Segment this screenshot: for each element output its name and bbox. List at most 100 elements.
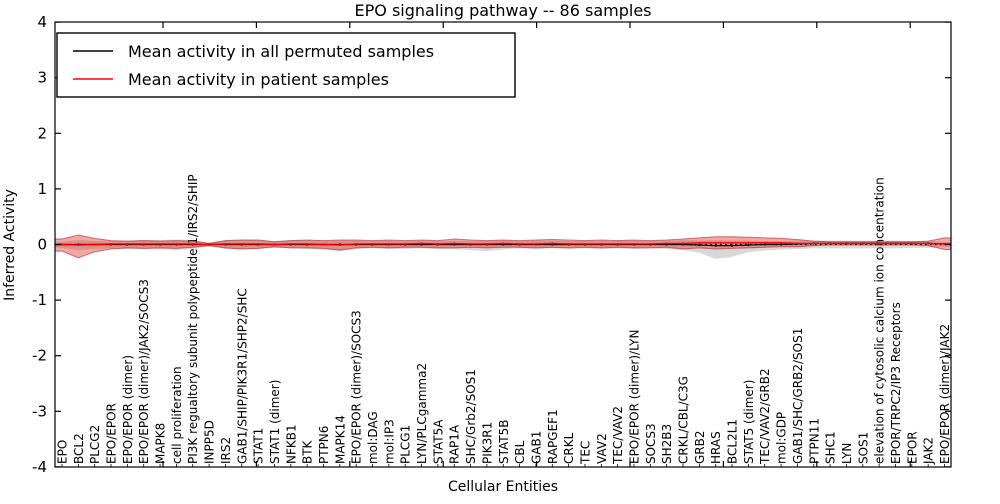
x-category-label: EPO/EPOR [105,403,119,464]
patient-point [665,242,668,245]
patient-point [322,243,325,246]
patient-point [600,242,603,245]
x-category-label: PTPN6 [317,426,331,464]
x-category-label: VAV2 [595,433,609,464]
x-category-label: elevation of cytosolic calcium ion conce… [873,177,887,464]
x-category-label: mol:IP3 [382,419,396,464]
patient-point [583,242,586,245]
legend-label-permuted: Mean activity in all permuted samples [128,42,434,61]
x-category-label: HRAS [709,431,723,464]
x-category-label: GAB1/SHC/GRB2/SOS1 [791,328,805,464]
permuted-point [714,244,717,247]
chart-layers: EPO BCL2 PLCG2 EPO/EPOR EPO/EPOR (dimer) EPO/… [54,174,952,465]
patient-point [861,242,864,245]
patient-point [649,242,652,245]
x-category-label: MAPK14 [333,415,347,464]
patient-point [518,242,521,245]
x-category-label: EPO/EPOR (dimer)/SOCS3 [350,310,364,464]
x-category-label: MAPK8 [154,423,168,464]
chart-title: EPO signaling pathway -- 86 samples [355,1,652,20]
x-category-label: STAT1 [252,428,266,464]
patient-point [110,242,113,245]
patient-point [126,242,129,245]
patient-point [632,242,635,245]
patient-point [534,242,537,245]
y-tick-label: 0 [37,236,47,254]
patient-point [796,242,799,245]
patient-point [273,243,276,246]
patient-point [93,243,96,246]
patient-point [306,242,309,245]
patient-point [682,242,685,245]
x-category-label: INPP5D [203,420,217,464]
patient-point [420,242,423,245]
x-category-label: SOS1 [856,432,870,464]
permuted-point [779,243,783,246]
x-category-label: TEC/VAV2 [611,406,625,465]
patient-point [502,242,505,245]
x-category-label: GAB1 [529,431,543,464]
patient-point [240,242,243,245]
patient-point [698,241,701,244]
x-category-label: TEC [578,441,592,465]
patient-point [257,242,260,245]
patient-point [551,242,554,245]
x-category-label: BTK [301,439,315,464]
patient-point [338,244,341,247]
patient-point [208,243,211,246]
patient-point [714,241,717,244]
x-category-label: SHC1 [824,431,838,464]
x-category-label: SH2B3 [660,424,674,464]
y-tick-label: 1 [37,180,47,198]
x-category-label: PIK3R1 [480,422,494,464]
patient-point [159,242,162,245]
x-category-label: IRS2 [219,437,233,464]
x-category-label: cell proliferation [170,366,184,464]
patient-point [845,242,848,245]
legend-label-patient: Mean activity in patient samples [128,70,389,89]
chart-overlay-layers: 4 3 2 1 0 -1 -2 -3 -4 [32,13,951,476]
patient-point [142,242,145,245]
patient-point [404,242,407,245]
patient-point [175,242,178,245]
x-category-label: EPO/EPOR (dimer)/LYN [627,330,641,464]
x-category-label: GAB1/SHIP/PIK3R1/SHP2/SHC [235,288,249,464]
patient-point [878,242,881,245]
x-category-label: PLCG2 [88,425,102,464]
x-category-label: LYN [840,443,854,464]
patient-point [829,242,832,245]
permuted-point [698,243,701,247]
x-category-label: EPOR [905,431,919,464]
x-category-label: RAPGEF1 [546,409,560,464]
x-category-label: EPO [56,440,70,464]
permuted-point [747,243,750,247]
permuted-point [730,244,734,247]
x-category-label: EPOR/TRPC2/IP3 Receptors [889,302,903,464]
patient-point [567,242,570,245]
patient-point [371,242,374,245]
x-category-label: SOCS3 [644,423,658,464]
x-category-label: LYN/PLCgamma2 [415,363,429,464]
patient-point [616,242,619,245]
patient-point [453,242,456,245]
y-tick-label: -3 [32,402,47,420]
y-tick-label: 3 [37,69,47,87]
patient-point [355,242,358,245]
x-category-label: CRKL/CBL/C3G [677,376,691,464]
x-category-label: mol:GDP [775,412,789,464]
patient-point [894,242,897,245]
patient-point [191,242,194,245]
x-category-label: STAT1 (dimer) [268,380,282,464]
x-category-label: BCL2L1 [726,419,740,464]
patient-point [224,242,227,245]
x-category-label: PI3K regualtory subunit polypeptide 1/IR… [186,174,200,464]
x-category-label: PTPN11 [807,418,821,464]
patient-point [485,242,488,245]
patient-point [77,244,80,247]
x-category-label: RAP1A [448,424,462,464]
patient-point [731,241,734,244]
patient-point [910,242,913,245]
x-category-label: SHC/Grb2/SOS1 [464,369,478,464]
x-category-label: BCL2 [72,433,86,464]
